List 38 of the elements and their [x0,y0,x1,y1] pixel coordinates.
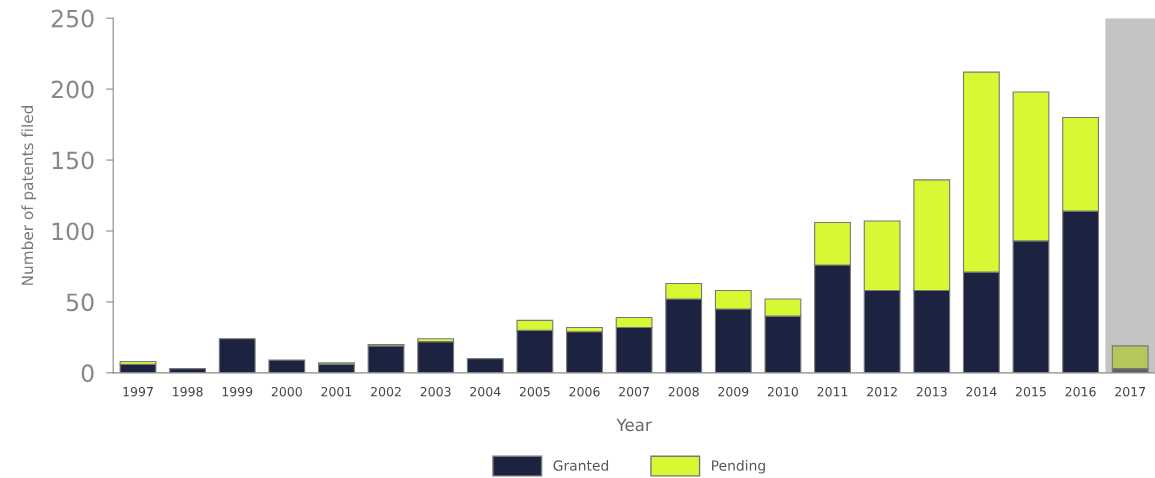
x-tick-label: 2009 [718,386,749,397]
x-tick-label: 2004 [470,386,501,397]
bar [1111,345,1149,370]
bar [268,359,306,373]
x-tick-label: 1997 [123,386,153,397]
x-tick-label: 2017 [1115,386,1146,397]
y-tick-label: 50 [66,293,94,312]
bar [466,358,504,373]
x-tick-label: 2010 [767,386,798,397]
x-tick-label: 2013 [916,386,947,397]
x-tick-label: 2011 [817,386,848,397]
x-tick-label: 2000 [271,386,302,397]
legend-label: Granted [553,460,609,471]
y-tick-label: 250 [51,9,94,28]
x-tick-label: 2002 [371,386,401,397]
x-tick-label: 2005 [519,386,550,397]
x-tick-label: 2001 [321,386,352,397]
legend-label: Pending [712,460,765,474]
bar [367,345,405,373]
x-tick-label: 2016 [1065,386,1096,397]
bar [218,338,256,373]
y-tick-label: 0 [81,364,94,383]
y-tick-label: 100 [52,222,94,241]
x-tick-label: 1999 [222,386,253,397]
y-axis-title: Number of patents filed [21,106,37,285]
x-tick-label: 2008 [668,386,699,397]
x-tick-label: 2003 [420,386,451,397]
x-tick-label: 2014 [966,386,997,397]
x-tick-label: 2012 [867,386,897,397]
x-tick-label: 2015 [1015,386,1046,397]
bar [566,331,603,373]
y-tick-label: 150 [52,151,94,170]
bar [417,341,455,373]
x-tick-label: 1998 [173,386,203,397]
y-tick-label: 200 [51,80,94,99]
x-tick-label: 2007 [619,386,649,397]
x-tick-label: 2006 [569,386,600,397]
x-axis-title: Year [616,418,652,432]
